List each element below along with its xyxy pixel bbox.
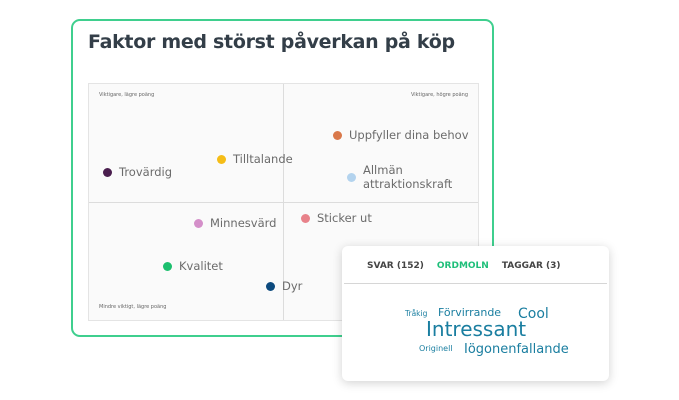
point-uppfyller: Uppfyller dina behov (333, 128, 469, 142)
tab-svar[interactable]: SVAR (152) (367, 261, 424, 271)
dot (266, 281, 275, 291)
horizontal-divider (89, 202, 478, 203)
panel-tabs: SVAR (152) ORDMOLN TAGGAR (3) (367, 261, 561, 271)
dot (194, 218, 203, 228)
point-label: Uppfyller dina behov (349, 128, 469, 142)
point-label: Sticker ut (317, 211, 372, 225)
word: Originell (419, 344, 453, 353)
point-label: Allmän attraktionskraft (363, 163, 453, 191)
quadrant-label-top-right: Viktigare, högre poäng (410, 92, 468, 98)
point-label: Trovärdig (119, 165, 173, 179)
point-label: Dyr (282, 279, 303, 293)
point-minnesvard: Minnesvärd (194, 216, 276, 230)
word-cloud-panel: SVAR (152) ORDMOLN TAGGAR (3) Tråkig För… (342, 246, 609, 381)
point-dyr: Dyr (266, 279, 302, 293)
dot (217, 154, 226, 164)
quadrant-label-bottom-left: Mindre viktigt, lägre poäng (99, 304, 167, 310)
word: Förvirrande (438, 306, 502, 319)
quadrant-chart: Viktigare, lägre poäng Viktigare, högre … (88, 83, 479, 321)
point-trovardig: Trovärdig (103, 165, 172, 179)
point-allman: Allmän attraktionskraft (347, 163, 457, 191)
dot (163, 261, 172, 271)
dot (301, 213, 310, 223)
tab-divider (344, 283, 607, 284)
tab-ordmoln[interactable]: ORDMOLN (436, 261, 489, 271)
point-kvalitet: Kvalitet (163, 259, 223, 273)
tab-taggar[interactable]: TAGGAR (3) (501, 261, 561, 271)
point-tilltalande: Tilltalande (217, 152, 293, 166)
dot (103, 167, 112, 177)
dot (347, 172, 356, 182)
dot (333, 130, 342, 140)
point-label: Tilltalande (233, 152, 293, 166)
point-label: Kvalitet (179, 259, 223, 273)
word: Iögonenfallande (464, 342, 569, 357)
word: Intressant (426, 317, 527, 341)
point-label: Minnesvärd (210, 216, 277, 230)
page-title: Faktor med störst påverkan på köp (88, 31, 455, 53)
word: Cool (518, 306, 549, 322)
point-sticker-ut: Sticker ut (301, 211, 372, 225)
quadrant-label-top-left: Viktigare, lägre poäng (99, 92, 155, 98)
word: Tråkig (405, 309, 428, 318)
